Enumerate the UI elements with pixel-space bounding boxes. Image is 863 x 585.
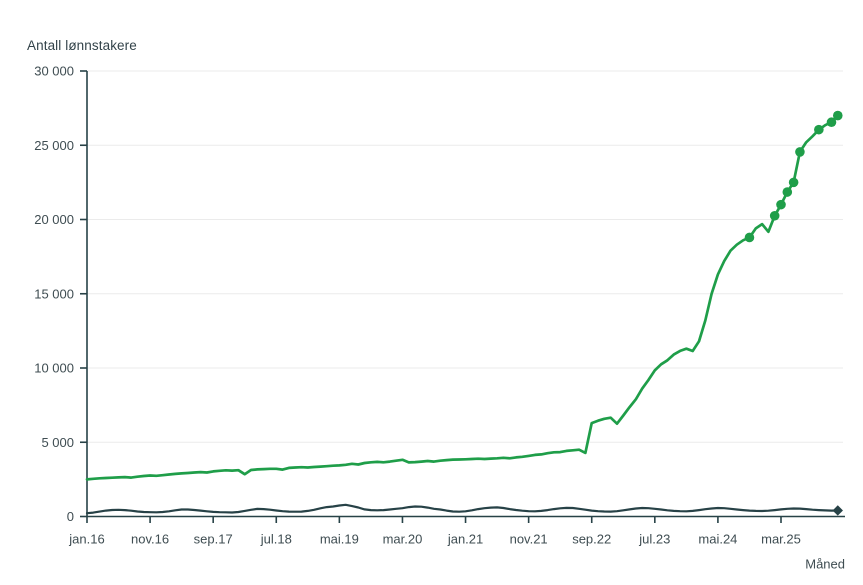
x-tick-label: nov.16 [131, 532, 169, 547]
y-tick-label: 10 000 [34, 361, 74, 376]
data-point-marker[interactable] [826, 117, 837, 128]
chart-title: Antall lønnstakere [27, 38, 137, 53]
x-axis-title: Måned [805, 557, 845, 572]
x-tick-label: nov.21 [510, 532, 548, 547]
data-point-marker[interactable] [814, 124, 824, 135]
x-tick-label: jul.18 [260, 532, 292, 547]
data-point-marker[interactable] [832, 110, 843, 121]
y-tick-label: 0 [67, 509, 74, 524]
data-point-marker[interactable] [776, 199, 786, 210]
data-point-marker[interactable] [782, 187, 793, 197]
x-tick-label: jul.23 [638, 532, 670, 547]
data-point-marker[interactable] [769, 210, 780, 221]
x-tick-label: mai.24 [698, 532, 737, 547]
y-tick-label: 5 000 [41, 435, 74, 450]
x-tick-label: sep.22 [572, 532, 611, 547]
x-tick-label: mai.19 [320, 532, 359, 547]
y-tick-label: 20 000 [34, 212, 74, 227]
x-tick-label: sep.17 [194, 532, 233, 547]
data-point-marker[interactable] [795, 147, 805, 157]
data-point-marker[interactable] [788, 177, 799, 188]
end-diamond-marker[interactable] [832, 505, 843, 516]
x-tick-label: jan.16 [68, 532, 104, 547]
x-tick-label: mar.20 [383, 532, 423, 547]
y-tick-label: 15 000 [34, 286, 74, 301]
dark-series-line[interactable] [85, 503, 839, 515]
green-series-line[interactable] [85, 114, 840, 481]
data-point-marker[interactable] [744, 232, 755, 243]
y-tick-label: 30 000 [34, 64, 74, 79]
x-tick-label: mar.25 [761, 532, 801, 547]
x-tick-label: jan.21 [447, 532, 483, 547]
y-tick-label: 25 000 [34, 138, 74, 153]
